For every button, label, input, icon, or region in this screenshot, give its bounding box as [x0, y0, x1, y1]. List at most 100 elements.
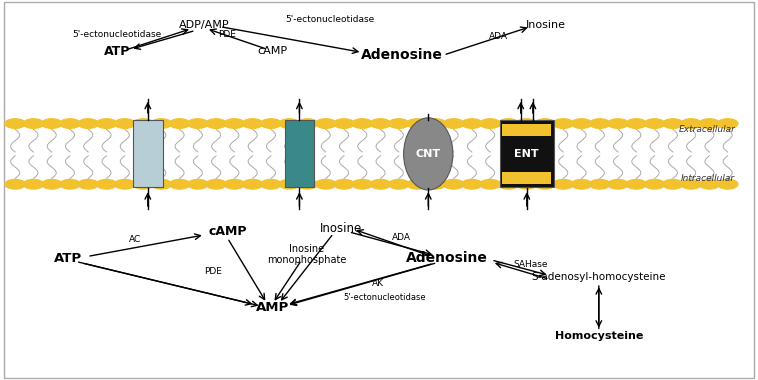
Circle shape [589, 179, 611, 190]
Circle shape [698, 179, 720, 190]
Circle shape [515, 118, 537, 129]
Circle shape [168, 118, 190, 129]
Circle shape [625, 179, 647, 190]
Text: SAHase: SAHase [513, 260, 548, 269]
Text: ENT: ENT [515, 149, 539, 159]
Text: PDE: PDE [218, 30, 236, 39]
Circle shape [717, 118, 738, 129]
Circle shape [278, 118, 300, 129]
Circle shape [351, 179, 373, 190]
Text: 5'-ectonucleotidase: 5'-ectonucleotidase [343, 293, 427, 302]
Text: ADA: ADA [392, 233, 412, 242]
Text: Extracellular: Extracellular [678, 125, 735, 134]
Circle shape [296, 179, 318, 190]
Circle shape [625, 118, 647, 129]
Text: Adenosine: Adenosine [406, 252, 488, 265]
Circle shape [443, 179, 465, 190]
Circle shape [461, 118, 483, 129]
Circle shape [388, 179, 410, 190]
Circle shape [424, 179, 446, 190]
Text: ATP: ATP [105, 45, 130, 58]
Circle shape [59, 179, 81, 190]
Circle shape [77, 118, 99, 129]
Circle shape [351, 118, 373, 129]
Text: ATP: ATP [54, 252, 83, 265]
Circle shape [388, 118, 410, 129]
Circle shape [41, 118, 63, 129]
Circle shape [644, 118, 666, 129]
Circle shape [644, 179, 666, 190]
Circle shape [77, 179, 99, 190]
Text: ADP/AMP: ADP/AMP [180, 20, 230, 30]
Circle shape [41, 179, 63, 190]
Circle shape [132, 179, 154, 190]
Circle shape [424, 118, 446, 129]
Ellipse shape [403, 118, 453, 190]
Circle shape [224, 118, 246, 129]
Circle shape [515, 179, 537, 190]
Text: CNT: CNT [415, 149, 441, 159]
Circle shape [187, 118, 208, 129]
Circle shape [571, 179, 593, 190]
Text: Inosine
monophosphate: Inosine monophosphate [268, 244, 346, 265]
Text: S-adenosyl-homocysteine: S-adenosyl-homocysteine [531, 272, 666, 282]
Circle shape [479, 118, 501, 129]
Circle shape [406, 118, 428, 129]
Circle shape [114, 118, 136, 129]
Circle shape [242, 179, 264, 190]
Circle shape [296, 118, 318, 129]
Circle shape [662, 118, 684, 129]
Circle shape [150, 179, 172, 190]
Circle shape [278, 179, 300, 190]
Text: 5'-ectonucleotidase: 5'-ectonucleotidase [285, 14, 374, 24]
Text: AK: AK [371, 279, 384, 288]
Bar [502, 172, 552, 184]
Circle shape [187, 179, 208, 190]
Text: Intracellular: Intracellular [681, 174, 735, 183]
Circle shape [479, 179, 501, 190]
Text: cAMP: cAMP [258, 46, 288, 56]
Circle shape [443, 118, 465, 129]
Circle shape [717, 179, 738, 190]
Circle shape [589, 118, 611, 129]
Circle shape [114, 179, 136, 190]
Circle shape [315, 179, 337, 190]
Circle shape [553, 179, 575, 190]
FancyBboxPatch shape [500, 120, 553, 187]
Circle shape [59, 118, 81, 129]
Circle shape [534, 118, 556, 129]
Circle shape [150, 118, 172, 129]
Circle shape [96, 179, 117, 190]
FancyBboxPatch shape [285, 120, 314, 187]
Circle shape [132, 118, 154, 129]
Circle shape [260, 179, 282, 190]
Circle shape [96, 118, 117, 129]
Circle shape [662, 179, 684, 190]
Text: ADA: ADA [488, 32, 508, 41]
Circle shape [534, 179, 556, 190]
Circle shape [23, 179, 45, 190]
Circle shape [461, 179, 483, 190]
Circle shape [680, 179, 702, 190]
Circle shape [698, 118, 720, 129]
Circle shape [333, 179, 355, 190]
Circle shape [571, 118, 593, 129]
Circle shape [333, 118, 355, 129]
Circle shape [205, 118, 227, 129]
Circle shape [224, 179, 246, 190]
Circle shape [607, 179, 629, 190]
Circle shape [23, 118, 45, 129]
Text: AMP: AMP [256, 301, 290, 314]
Circle shape [680, 118, 702, 129]
Circle shape [242, 118, 264, 129]
Circle shape [553, 118, 575, 129]
Text: 5'-ectonucleotidase: 5'-ectonucleotidase [72, 30, 161, 39]
Text: cAMP: cAMP [208, 225, 246, 238]
Circle shape [497, 179, 519, 190]
Circle shape [260, 118, 282, 129]
Text: Adenosine: Adenosine [361, 48, 443, 62]
Circle shape [370, 118, 392, 129]
Text: AC: AC [129, 235, 141, 244]
Bar [502, 124, 552, 136]
Text: Inosine: Inosine [526, 20, 565, 30]
